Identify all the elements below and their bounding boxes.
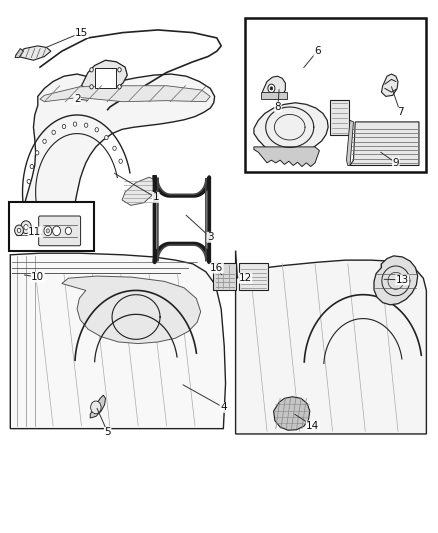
Polygon shape <box>22 74 215 239</box>
Polygon shape <box>374 256 418 305</box>
Polygon shape <box>122 177 158 205</box>
Circle shape <box>53 226 60 236</box>
Polygon shape <box>274 397 310 430</box>
Polygon shape <box>16 46 51 60</box>
Circle shape <box>65 227 71 235</box>
Circle shape <box>270 87 273 90</box>
Polygon shape <box>11 253 226 429</box>
Circle shape <box>17 228 21 232</box>
Circle shape <box>14 225 23 236</box>
Circle shape <box>105 135 108 140</box>
Circle shape <box>43 139 46 143</box>
Circle shape <box>91 401 101 414</box>
Circle shape <box>118 68 121 72</box>
Text: 5: 5 <box>104 427 111 438</box>
Text: 16: 16 <box>210 263 223 273</box>
Polygon shape <box>254 103 328 152</box>
FancyBboxPatch shape <box>39 216 81 246</box>
Circle shape <box>85 123 88 127</box>
Polygon shape <box>381 74 398 96</box>
Bar <box>9 201 94 251</box>
Circle shape <box>118 85 121 89</box>
Text: 15: 15 <box>75 28 88 38</box>
Bar <box>261 92 287 99</box>
Circle shape <box>21 221 31 233</box>
Text: 1: 1 <box>152 192 159 203</box>
Polygon shape <box>254 147 319 166</box>
Text: 10: 10 <box>31 272 44 282</box>
Circle shape <box>35 151 39 155</box>
Text: 2: 2 <box>74 94 81 104</box>
Polygon shape <box>263 76 286 99</box>
Circle shape <box>27 179 31 183</box>
Bar <box>330 100 349 135</box>
Polygon shape <box>15 49 23 58</box>
Circle shape <box>268 84 275 93</box>
Polygon shape <box>26 204 46 225</box>
Text: 14: 14 <box>306 421 319 431</box>
Circle shape <box>113 146 116 150</box>
Polygon shape <box>236 251 426 434</box>
Circle shape <box>52 130 56 134</box>
Circle shape <box>62 124 66 128</box>
Bar <box>239 263 268 290</box>
Text: 13: 13 <box>396 275 409 285</box>
Bar <box>213 263 236 290</box>
Text: 8: 8 <box>275 102 281 112</box>
Polygon shape <box>346 120 353 165</box>
Circle shape <box>30 164 34 168</box>
Text: 11: 11 <box>28 227 41 237</box>
Circle shape <box>119 159 122 163</box>
Circle shape <box>46 229 49 233</box>
Bar <box>245 18 426 172</box>
Circle shape <box>24 224 28 230</box>
Polygon shape <box>40 86 210 102</box>
Text: 6: 6 <box>314 46 321 56</box>
Text: 3: 3 <box>207 232 214 243</box>
Polygon shape <box>62 276 201 344</box>
Bar <box>95 68 116 88</box>
Text: 9: 9 <box>392 158 399 168</box>
Polygon shape <box>81 60 127 92</box>
Circle shape <box>44 226 52 236</box>
Polygon shape <box>350 122 419 165</box>
Circle shape <box>90 85 93 89</box>
Text: 7: 7 <box>397 107 403 117</box>
Circle shape <box>73 122 77 126</box>
Circle shape <box>90 68 93 72</box>
Circle shape <box>95 128 99 132</box>
Polygon shape <box>90 395 106 418</box>
Text: 4: 4 <box>220 402 227 413</box>
Text: 12: 12 <box>239 273 252 283</box>
